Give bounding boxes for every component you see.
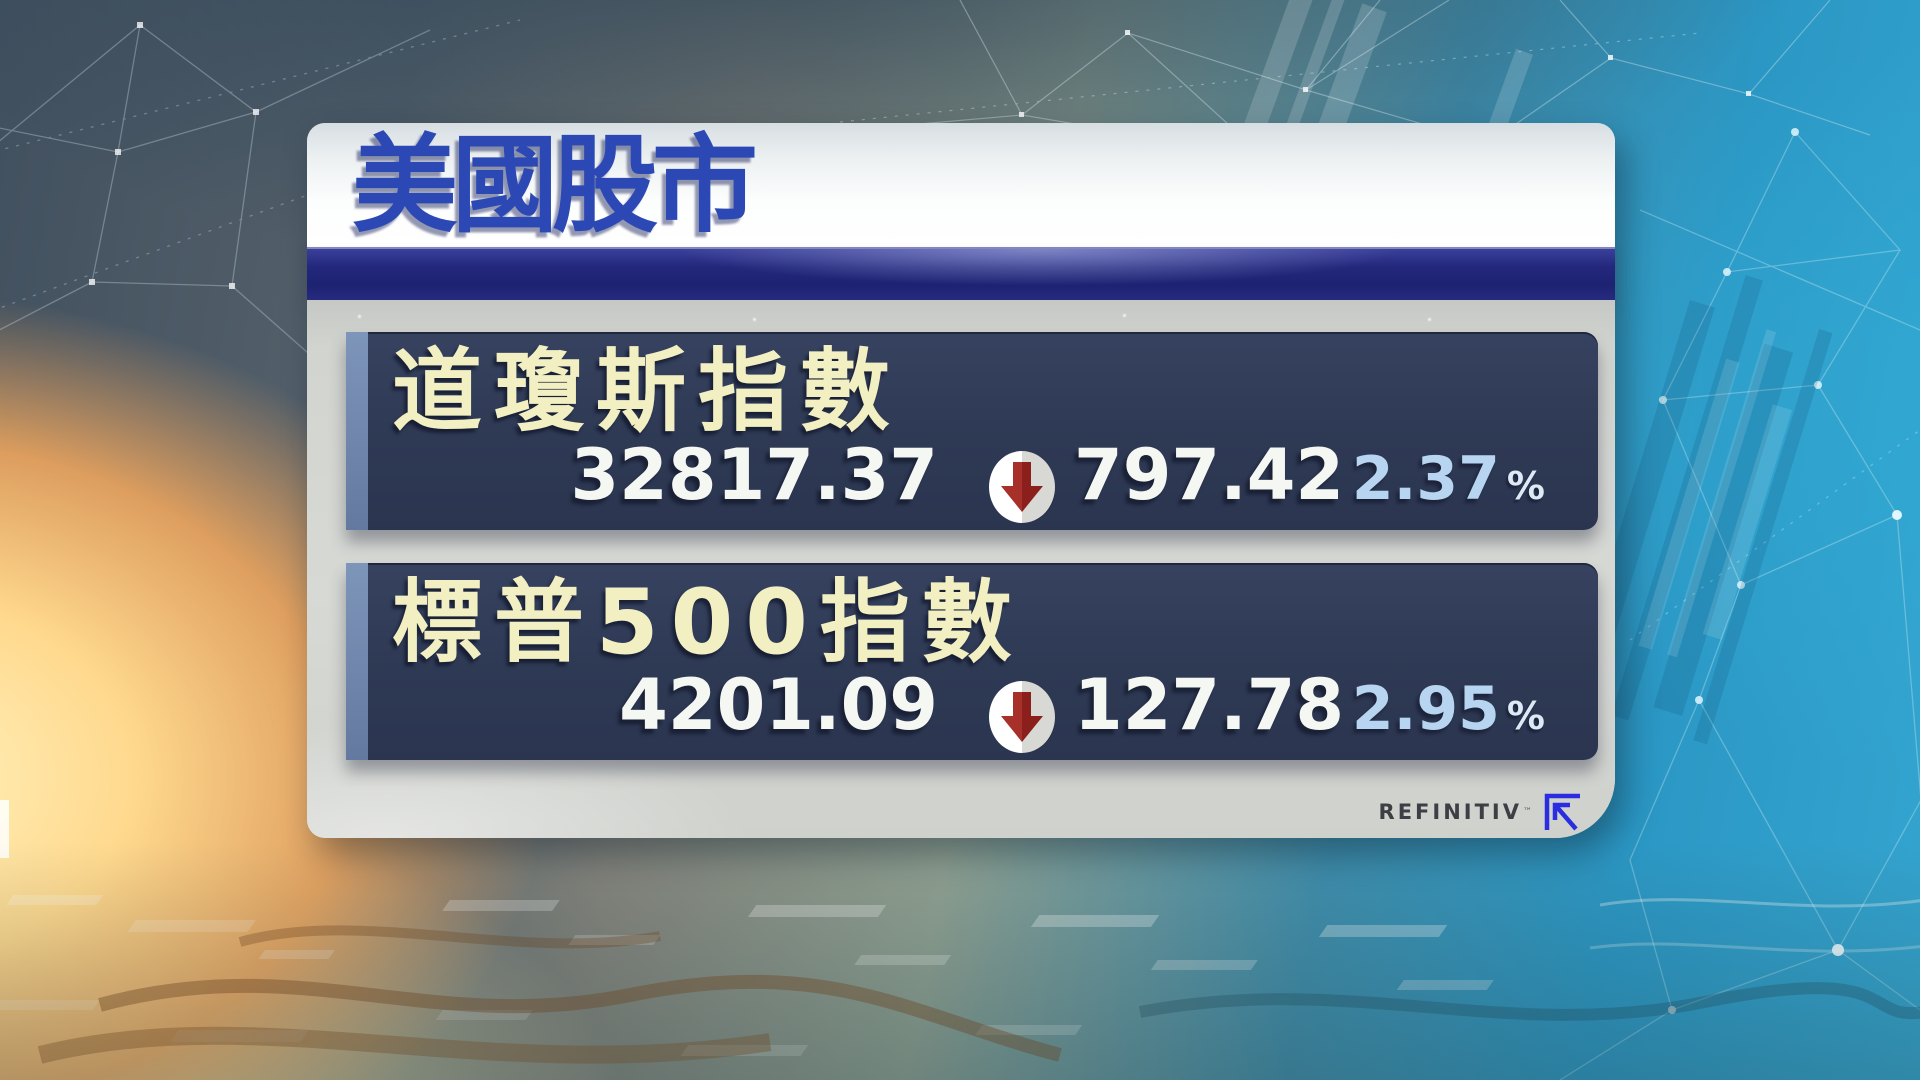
- percent-sign: %: [1506, 464, 1545, 508]
- floor-ribbons: [37, 898, 1920, 1064]
- market-panel: 美國股市 道瓊斯指數 32817.37: [307, 123, 1615, 838]
- index-percent: 2.37: [1351, 444, 1500, 514]
- index-name: 標普500指數: [392, 570, 1024, 675]
- row-accent-strip: [346, 332, 368, 530]
- index-percent: 2.95: [1351, 674, 1500, 744]
- floor-streaks: [0, 895, 1494, 1056]
- index-percent-group: 2.95%: [1352, 674, 1545, 744]
- sparkle-dot: [357, 314, 362, 319]
- panel-title-area: 美國股市: [307, 123, 1615, 247]
- sparkle-dot: [1427, 317, 1432, 322]
- streaks-dark-right: [1567, 275, 1833, 745]
- sparkle-dot: [1122, 313, 1127, 318]
- index-percent-group: 2.37%: [1352, 444, 1545, 514]
- index-row-dow-jones: 道瓊斯指數 32817.37: [346, 332, 1598, 530]
- index-row-sp500: 標普500指數 4201.09 127.78 2.95%: [346, 563, 1598, 760]
- down-arrow-icon: [988, 680, 1056, 758]
- refinitiv-logo-icon: [1544, 793, 1580, 831]
- down-arrow-icon: [988, 450, 1056, 528]
- index-change: 797.42: [1074, 434, 1345, 516]
- index-name: 道瓊斯指數: [392, 339, 902, 444]
- index-figures: 4201.09 127.78 2.95%: [346, 664, 1598, 753]
- sparkle-dot: [752, 317, 757, 322]
- data-source-branding: REFINITIV ™: [1379, 792, 1582, 832]
- provider-name: REFINITIV: [1378, 800, 1522, 824]
- plexus-nodes-right: [1659, 128, 1902, 1014]
- percent-sign: %: [1506, 694, 1545, 738]
- row-accent-strip: [346, 563, 368, 760]
- plexus-nodes-top: [1019, 30, 1751, 117]
- index-value: 32817.37: [570, 434, 938, 516]
- trademark-mark: ™: [1523, 807, 1532, 817]
- streaks-light-right: [1638, 329, 1793, 658]
- plexus-nodes-left: [89, 22, 259, 289]
- edge-light-strip: [0, 800, 9, 858]
- index-figures: 32817.37: [346, 434, 1598, 523]
- index-change: 127.78: [1074, 664, 1345, 746]
- page-title: 美國股市: [352, 124, 758, 247]
- index-value: 4201.09: [619, 664, 938, 746]
- divider-band: [307, 247, 1615, 300]
